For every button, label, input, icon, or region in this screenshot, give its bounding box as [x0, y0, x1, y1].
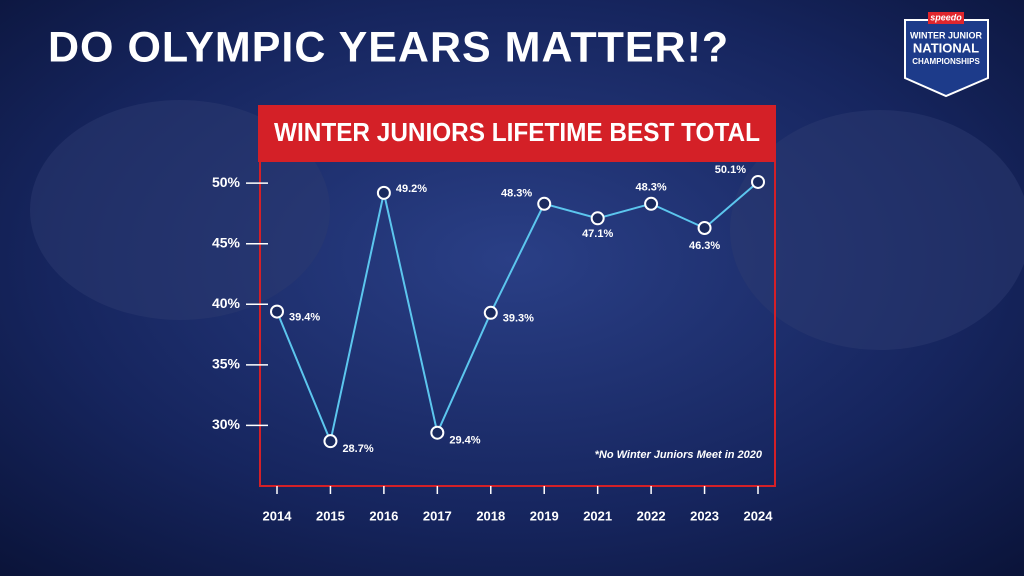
data-point — [376, 185, 391, 200]
x-tick-label: 2021 — [583, 508, 612, 523]
bg-swimmer-left — [30, 100, 330, 320]
data-point — [751, 174, 765, 189]
logo-brand-bg — [928, 12, 964, 24]
data-point — [537, 196, 552, 211]
value-label: 48.3% — [501, 188, 532, 200]
y-tick-label: 35% — [212, 356, 241, 372]
x-tick-label: 2018 — [476, 508, 505, 523]
y-tick-label: 50% — [212, 174, 241, 190]
logo-brand: speedo — [930, 12, 962, 22]
x-tick-label: 2014 — [263, 508, 293, 523]
data-point — [590, 211, 605, 226]
x-tick-label: 2017 — [423, 508, 452, 523]
data-point — [483, 305, 498, 320]
logo-line2: NATIONAL — [913, 40, 979, 55]
data-point — [644, 196, 659, 211]
data-point — [430, 425, 445, 440]
y-tick-label: 45% — [212, 234, 241, 250]
value-label: 49.2% — [396, 183, 427, 195]
value-label: 48.3% — [636, 182, 667, 194]
logo: speedo WINTER JUNIOR NATIONAL CHAMPIONSH… — [904, 12, 989, 98]
x-tick-label: 2019 — [530, 508, 559, 523]
chart-title: WINTER JUNIORS LIFETIME BEST TOTAL — [274, 117, 760, 147]
logo-shield — [904, 19, 989, 98]
value-label: 28.7% — [342, 443, 373, 455]
value-label: 50.1% — [715, 164, 746, 176]
value-label: 46.3% — [689, 240, 720, 252]
plot-frame — [259, 162, 776, 487]
data-point — [697, 220, 712, 235]
page-title: DO OLYMPIC YEARS MATTER!? — [48, 23, 729, 71]
value-label: 39.3% — [503, 313, 534, 325]
annotation: *No Winter Juniors Meet in 2020 — [595, 449, 763, 461]
y-tick-label: 40% — [212, 295, 241, 311]
data-line — [276, 181, 759, 445]
x-tick-label: 2024 — [744, 508, 774, 523]
x-tick-label: 2015 — [316, 508, 345, 523]
logo-line1: WINTER JUNIOR — [910, 30, 983, 40]
x-tick-label: 2016 — [369, 508, 398, 523]
data-point — [323, 434, 338, 449]
value-label: 47.1% — [582, 228, 613, 240]
data-point — [270, 304, 284, 319]
value-label: 39.4% — [289, 311, 320, 323]
bg-swimmer-right — [730, 110, 1024, 350]
value-label: 29.4% — [449, 435, 480, 447]
y-tick-label: 30% — [212, 416, 241, 432]
x-tick-label: 2022 — [637, 508, 666, 523]
logo-line3: CHAMPIONSHIPS — [912, 57, 980, 66]
chart-title-banner — [258, 105, 776, 162]
x-tick-label: 2023 — [690, 508, 719, 523]
